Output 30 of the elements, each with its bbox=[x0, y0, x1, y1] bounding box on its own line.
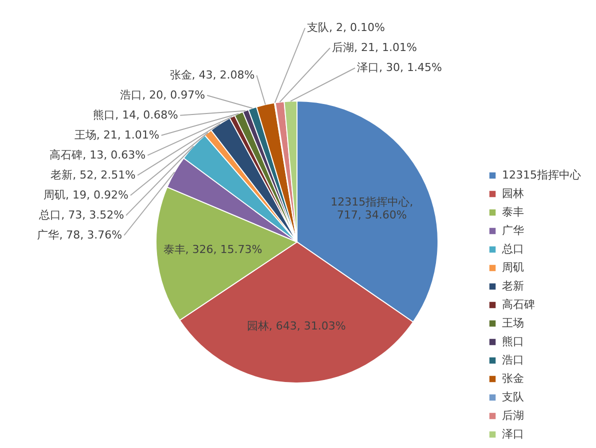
legend-label: 泰丰 bbox=[502, 206, 524, 218]
data-label: 后湖, 21, 1.01% bbox=[332, 41, 417, 54]
data-label: 王场, 21, 1.01% bbox=[74, 128, 160, 142]
data-label: 广华, 78, 3.76% bbox=[37, 228, 122, 242]
data-label: 支队, 2, 0.10% bbox=[307, 21, 385, 34]
data-label: 泰丰, 326, 15.73% bbox=[163, 242, 262, 256]
legend-label: 浩口 bbox=[502, 354, 524, 366]
legend-label: 高石碑 bbox=[502, 298, 535, 311]
data-label: 泽口, 30, 1.45% bbox=[357, 61, 442, 74]
legend-label: 园林 bbox=[502, 187, 524, 200]
data-label: 总口, 73, 3.52% bbox=[38, 208, 124, 222]
data-label: 园林, 643, 31.03% bbox=[246, 320, 346, 333]
legend-label: 张金 bbox=[502, 372, 524, 385]
data-label: 浩口, 20, 0.97% bbox=[120, 88, 206, 102]
legend-label: 泽口 bbox=[502, 428, 524, 440]
legend-label: 周矶 bbox=[502, 261, 524, 274]
legend-label: 12315指挥中心 bbox=[502, 168, 581, 182]
data-label: 周矶, 19, 0.92% bbox=[44, 188, 128, 202]
data-label: 熊口, 14, 0.68% bbox=[93, 108, 178, 122]
legend-label: 后湖 bbox=[502, 409, 524, 422]
legend-label: 熊口 bbox=[502, 335, 524, 348]
legend-label: 支队 bbox=[502, 390, 524, 404]
legend-label: 广华 bbox=[502, 224, 524, 237]
legend-label: 王场 bbox=[502, 316, 524, 330]
legend-label: 总口 bbox=[501, 242, 524, 256]
data-label: 老新, 52, 2.51% bbox=[50, 168, 136, 182]
data-label: 张金, 43, 2.08% bbox=[170, 68, 255, 82]
data-label: 12315指挥中心, 717, 34.60% bbox=[330, 196, 414, 222]
data-label: 高石碑, 13, 0.63% bbox=[50, 148, 146, 162]
legend-label: 老新 bbox=[502, 280, 524, 292]
